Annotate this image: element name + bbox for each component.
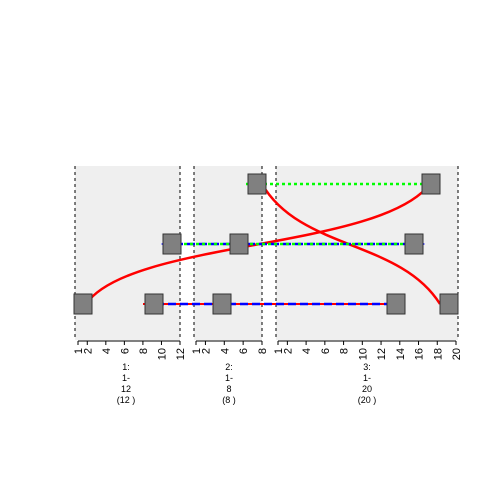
- panel-captions: 1:1-12(12 )2:1-8(8 )3:1-20(20 ): [117, 362, 377, 405]
- tick-label: 12: [376, 348, 388, 360]
- tick-label: 4: [101, 348, 113, 354]
- panel-caption-line: (8 ): [222, 395, 236, 405]
- tick-label: 16: [414, 348, 426, 360]
- tick-label: 1: [273, 348, 285, 354]
- block-panel2-top: [247, 173, 267, 195]
- tick-label: 2: [200, 348, 212, 354]
- tick-label: 4: [219, 348, 231, 354]
- tick-label: 8: [138, 348, 150, 354]
- tick-label: 20: [451, 348, 463, 360]
- tick-label: 18: [432, 348, 444, 360]
- panel-caption-line: 20: [362, 384, 372, 394]
- tick-label: 1: [73, 348, 85, 354]
- tick-labels: 12 4 6 8 10 12 12 4 6 8 12 4 6 8 10 12 14 16 18 20: [73, 348, 463, 360]
- tick-label: 6: [119, 348, 131, 354]
- tick-label: 2: [82, 348, 94, 354]
- block-panel3-bottom-1: [386, 293, 406, 315]
- tick-label: 1: [191, 348, 203, 354]
- tick-label: 4: [301, 348, 313, 354]
- panel-caption-line: 1:: [122, 362, 130, 372]
- block-panel1-bottom: [73, 293, 93, 315]
- tick-label: 12: [175, 348, 187, 360]
- tick-label: 10: [357, 348, 369, 360]
- tick-label: 8: [339, 348, 351, 354]
- blue-tracks: [156, 242, 424, 306]
- panel-caption-line: (20 ): [358, 395, 377, 405]
- tick-label: 6: [320, 348, 332, 354]
- panel-caption-line: 1-: [225, 373, 233, 383]
- panel-backgrounds: [75, 166, 458, 340]
- panel-caption-line: 8: [226, 384, 231, 394]
- panel-caption-line: 1-: [122, 373, 130, 383]
- tick-label: 10: [156, 348, 168, 360]
- block-panel1-bottom-2: [144, 293, 164, 315]
- tick-marks: [77, 341, 457, 345]
- panel-caption-line: 2:: [225, 362, 233, 372]
- tick-label: 14: [395, 348, 407, 360]
- panel-caption-line: 3:: [363, 362, 371, 372]
- panel-caption-line: 1-: [363, 373, 371, 383]
- block-panel2-middle: [229, 233, 249, 255]
- panel-caption-line: (12 ): [117, 395, 136, 405]
- block-panel3-middle: [404, 233, 424, 255]
- blocks: [73, 173, 459, 315]
- block-panel3-bottom-2: [439, 293, 459, 315]
- block-panel1-middle: [162, 233, 182, 255]
- panel-3-background: [276, 166, 458, 340]
- tick-label: 8: [257, 348, 269, 354]
- block-panel3-top: [421, 173, 441, 195]
- block-panel2-bottom: [212, 293, 232, 315]
- panel-caption-line: 12: [121, 384, 131, 394]
- green-tracks: [172, 182, 432, 246]
- tick-label: 6: [238, 348, 250, 354]
- curve-link-bottom-left-to-top-right: [84, 183, 431, 305]
- tick-label: 2: [282, 348, 294, 354]
